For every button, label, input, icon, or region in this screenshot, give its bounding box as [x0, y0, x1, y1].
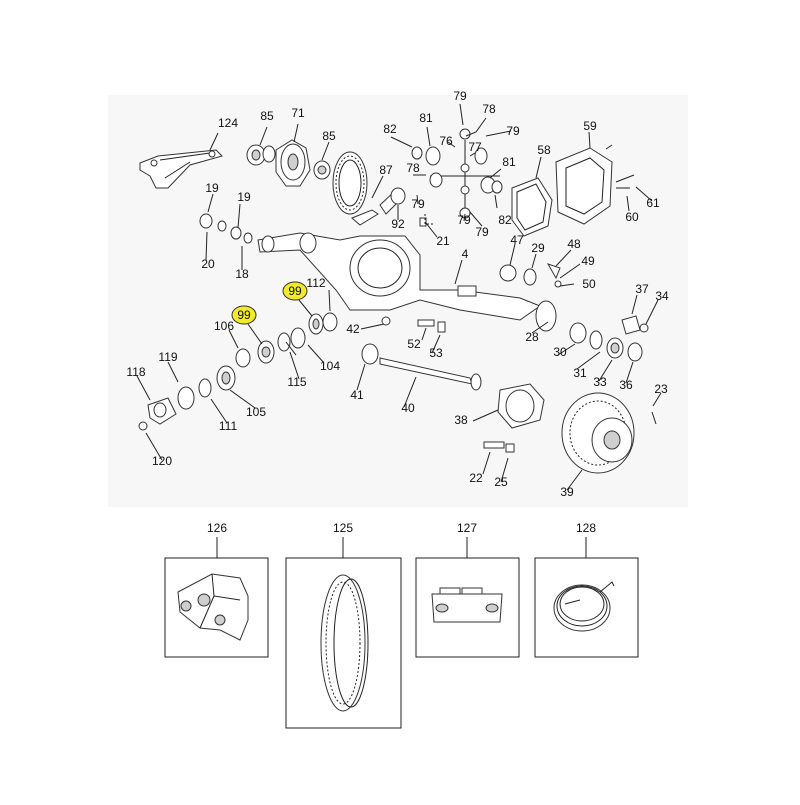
callout-61: 61: [646, 196, 660, 210]
ring-gear-part: [332, 151, 379, 226]
callout-105: 105: [246, 405, 266, 419]
callout-23: 23: [654, 382, 668, 396]
callout-52: 52: [407, 337, 421, 351]
highlight-99-right-label: 99: [288, 284, 302, 298]
callout-82: 82: [383, 122, 397, 136]
callout-37: 37: [635, 282, 649, 296]
callout-47: 47: [510, 233, 524, 247]
wheel-stud-part: [483, 441, 515, 453]
callout-79: 79: [411, 197, 425, 211]
callout-22: 22: [469, 471, 483, 485]
callout-120: 120: [152, 454, 172, 468]
cover-gasket-part: [511, 144, 635, 237]
callout-28: 28: [525, 330, 539, 344]
callout-79: 79: [457, 213, 471, 227]
callout-50: 50: [582, 277, 596, 291]
kit-box-127-number: 127: [457, 521, 477, 535]
kit-125-tone-ring-icon: [320, 574, 369, 712]
callout-19: 19: [237, 190, 251, 204]
callout-34: 34: [655, 289, 669, 303]
kit-box-125-number: 125: [333, 521, 353, 535]
callout-40: 40: [401, 401, 415, 415]
callout-77: 77: [468, 140, 482, 154]
differential-case-part: [246, 139, 331, 187]
callout-4: 4: [462, 247, 469, 261]
callout-30: 30: [553, 345, 567, 359]
housing-bolts-part: [417, 319, 446, 333]
kit-box-126-number: 126: [207, 521, 227, 535]
callout-38: 38: [454, 413, 468, 427]
callout-29: 29: [531, 241, 545, 255]
callout-87: 87: [379, 163, 393, 177]
brake-hardware-part: [499, 263, 562, 288]
callout-36: 36: [619, 378, 633, 392]
callout-20: 20: [201, 257, 215, 271]
callout-53: 53: [429, 346, 443, 360]
callout-119: 119: [158, 350, 177, 364]
callout-59: 59: [583, 119, 597, 133]
callout-41: 41: [350, 388, 364, 402]
spider-gears-part: [411, 128, 503, 219]
callout-42: 42: [346, 322, 360, 336]
kit-box-127[interactable]: 127: [415, 521, 520, 658]
highlight-99-left-label: 99: [237, 308, 251, 322]
kit-128-coil-icon: [553, 581, 615, 632]
highlight-99-right[interactable]: 99: [282, 281, 313, 317]
callout-106: 106: [214, 319, 234, 333]
callout-60: 60: [625, 210, 639, 224]
outer-bearing-part: [138, 365, 236, 431]
part-drawings: [138, 128, 657, 474]
inner-bearing-seals-part: [235, 312, 391, 368]
callout-115: 115: [287, 375, 306, 389]
hub-bearings-part: [569, 315, 649, 362]
callout-33: 33: [593, 375, 607, 389]
callout-31: 31: [573, 366, 587, 380]
leader-lines: [136, 103, 662, 491]
callout-39: 39: [560, 485, 574, 499]
kit-box-128[interactable]: 128: [534, 521, 639, 658]
callout-25: 25: [494, 475, 508, 489]
kit-box-128-number: 128: [576, 521, 596, 535]
callout-81: 81: [419, 111, 433, 125]
highlight-99-left[interactable]: 99: [231, 305, 263, 345]
callout-118: 118: [126, 365, 145, 379]
callout-58: 58: [537, 143, 551, 157]
kit-box-125[interactable]: 125: [285, 521, 402, 729]
callout-49: 49: [581, 254, 595, 268]
bracket-part: [139, 149, 223, 189]
callout-71: 71: [291, 106, 305, 120]
callout-85: 85: [260, 109, 274, 123]
pinion-part: [379, 187, 427, 227]
callout-111: 111: [219, 419, 238, 433]
callout-79: 79: [453, 89, 467, 103]
pinion-hardware-part: [199, 213, 253, 244]
callout-104: 104: [320, 359, 340, 373]
callout-85: 85: [322, 129, 336, 143]
callout-19: 19: [205, 181, 219, 195]
callout-21: 21: [436, 234, 450, 248]
hub-drum-part: [497, 383, 657, 474]
highlighted-callouts[interactable]: 99 99: [231, 281, 313, 345]
callout-79: 79: [506, 124, 520, 138]
kit-127-plate-icon: [431, 587, 503, 623]
callout-92: 92: [391, 217, 405, 231]
callout-82: 82: [498, 213, 512, 227]
axle-shaft-part: [361, 343, 482, 391]
callout-112: 112: [306, 276, 325, 290]
callout-48: 48: [567, 237, 581, 251]
callout-78: 78: [482, 102, 496, 116]
callout-18: 18: [235, 267, 249, 281]
callout-124: 124: [218, 116, 238, 130]
kit-126-block-icon: [177, 573, 249, 641]
callout-79: 79: [475, 225, 489, 239]
callout-78: 78: [406, 161, 420, 175]
callout-81: 81: [502, 155, 516, 169]
kit-box-126[interactable]: 126: [164, 521, 269, 658]
axle-housing-part: [257, 232, 557, 332]
callout-76: 76: [439, 134, 453, 148]
callout-labels: 124 85 71 85 82 81 79 78 76 79 77 78 79 81 82 79 79 58 59 6…: [126, 89, 669, 499]
